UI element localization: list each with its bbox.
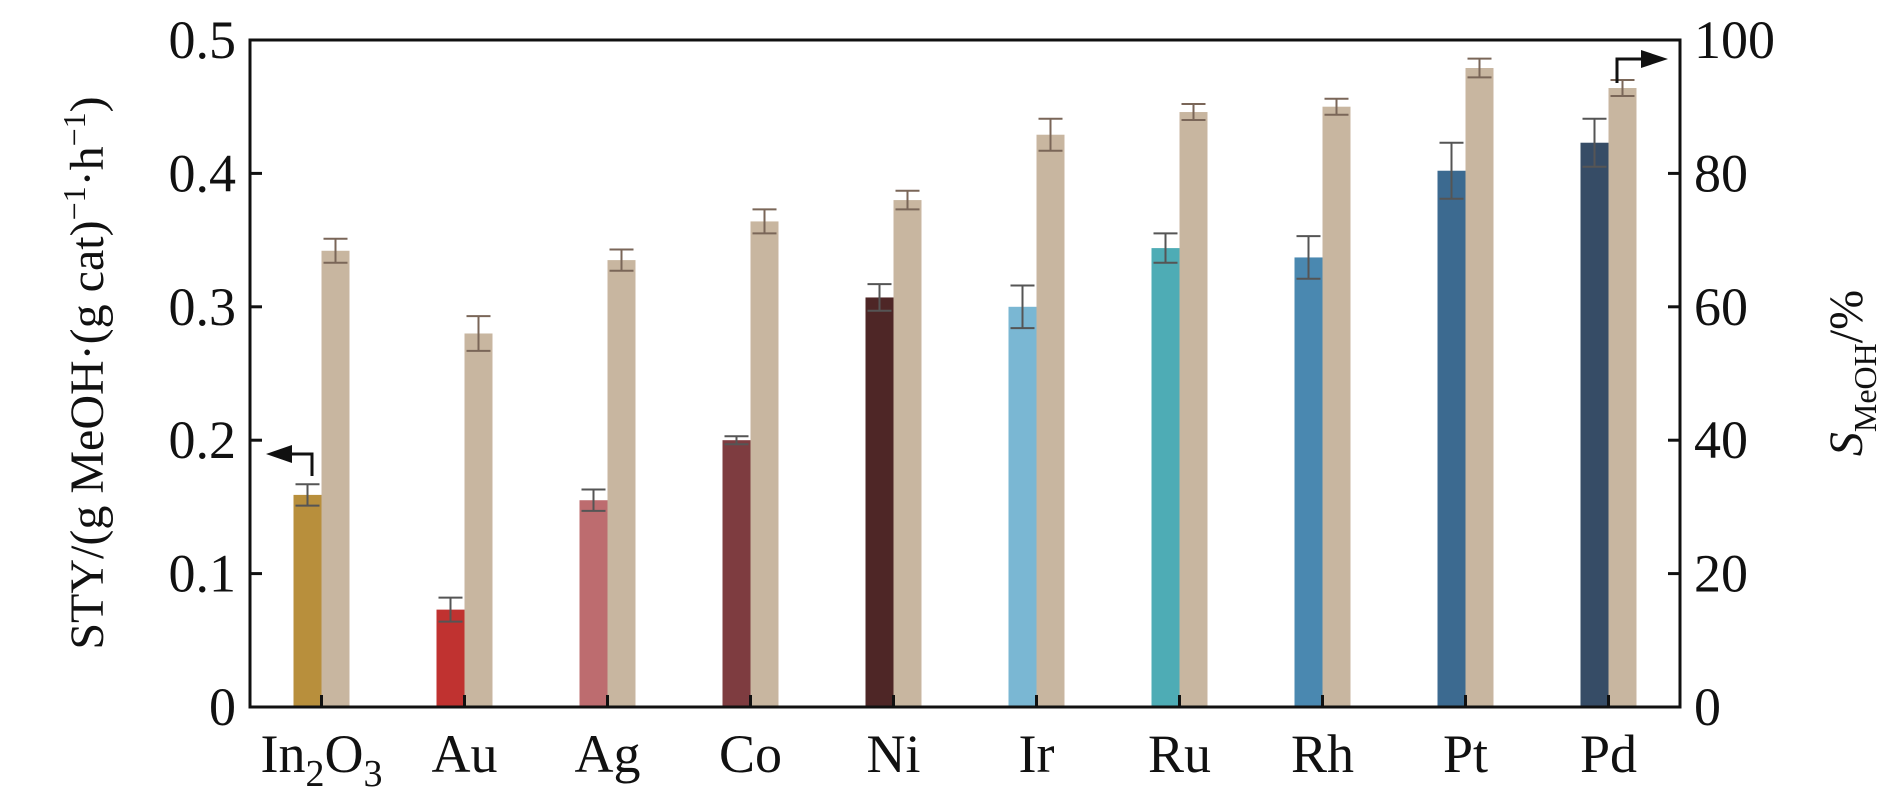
category-label-au: Au (432, 724, 498, 784)
selectivity-error-bar-ni (895, 189, 920, 211)
selectivity-bar-ag (607, 260, 636, 707)
sty-error-bar-ni (867, 283, 892, 312)
sty-bar-in2o3 (293, 494, 322, 707)
category-label-pt: Pt (1443, 724, 1488, 784)
selectivity-error-bar-ir (1038, 117, 1063, 152)
selectivity-bar-pt (1465, 68, 1494, 708)
sty-error-bar-pt (1439, 141, 1464, 200)
right-axis-arrow-annotation (1615, 50, 1668, 83)
sty-bar-pd (1580, 142, 1609, 707)
selectivity-error-bar-in2o3 (323, 237, 348, 264)
category-label-ir: Ir (1019, 724, 1055, 784)
sty-error-bar-ir (1010, 284, 1035, 330)
selectivity-bar-co (750, 221, 779, 707)
right-tick-label: 0 (1694, 677, 1721, 737)
left-tick-label: 0.1 (169, 544, 237, 604)
selectivity-error-bar-ag (609, 248, 634, 272)
error-bars-group (295, 57, 1635, 623)
plot-frame (248, 38, 1682, 709)
selectivity-bar-ir (1036, 134, 1065, 708)
bars-group (293, 68, 1637, 708)
selectivity-bar-ni (893, 200, 922, 707)
selectivity-bar-in2o3 (321, 250, 350, 707)
selectivity-error-bar-au (466, 315, 491, 352)
sty-bar-ru (1151, 248, 1180, 707)
left-axis-title: STY/(g MeOH·(g cat)−1·h−1) (56, 96, 114, 649)
left-axis-arrow-annotation (266, 445, 314, 476)
right-tick-label: 80 (1694, 143, 1748, 203)
left-tick-label: 0 (209, 677, 236, 737)
sty-error-bar-ru (1153, 232, 1178, 264)
sty-bar-ag (579, 500, 608, 707)
category-label-ni: Ni (867, 724, 921, 784)
selectivity-error-bar-co (752, 208, 777, 235)
sty-error-bar-ag (581, 488, 606, 512)
sty-bar-rh (1294, 257, 1323, 707)
selectivity-bar-au (464, 333, 493, 707)
sty-bar-ni (865, 297, 894, 707)
selectivity-error-bar-pd (1610, 79, 1635, 98)
sty-error-bar-pd (1582, 117, 1607, 168)
selectivity-bar-ru (1179, 112, 1208, 707)
left-tick-label: 0.2 (169, 410, 237, 470)
sty-bar-pt (1437, 170, 1466, 707)
left-tick-label: 0.3 (169, 277, 237, 337)
ticks-group (250, 38, 1680, 709)
labels-group: In2O3 Au Ag Co Ni Ir Ru Rh Pt Pd 0 0.1 0.2 0.3 0.4 0.5 0… (169, 10, 1776, 795)
left-tick-label: 0.5 (169, 10, 237, 70)
category-label-rh: Rh (1291, 724, 1354, 784)
selectivity-error-bar-rh (1324, 97, 1349, 116)
right-tick-label: 100 (1694, 10, 1775, 70)
left-tick-label: 0.4 (169, 143, 237, 203)
selectivity-error-bar-pt (1467, 57, 1492, 79)
right-tick-label: 40 (1694, 410, 1748, 470)
right-tick-label: 60 (1694, 277, 1748, 337)
category-label-in2o3: In2O3 (261, 724, 383, 795)
category-label-co: Co (719, 724, 782, 784)
sty-bar-co (722, 440, 751, 707)
sty-error-bar-au (438, 596, 463, 623)
category-label-ru: Ru (1148, 724, 1211, 784)
category-label-ag: Ag (575, 724, 641, 784)
sty-bar-au (436, 609, 465, 707)
selectivity-error-bar-ru (1181, 103, 1206, 122)
selectivity-bar-pd (1608, 88, 1637, 708)
sty-error-bar-co (724, 435, 749, 446)
right-axis-title: SMeOH/% (1820, 290, 1883, 456)
selectivity-bar-rh (1322, 106, 1351, 707)
right-tick-label: 20 (1694, 544, 1748, 604)
sty-bar-ir (1008, 306, 1037, 707)
sty-error-bar-in2o3 (295, 483, 320, 507)
category-label-pd: Pd (1580, 724, 1637, 784)
sty-error-bar-rh (1296, 235, 1321, 280)
